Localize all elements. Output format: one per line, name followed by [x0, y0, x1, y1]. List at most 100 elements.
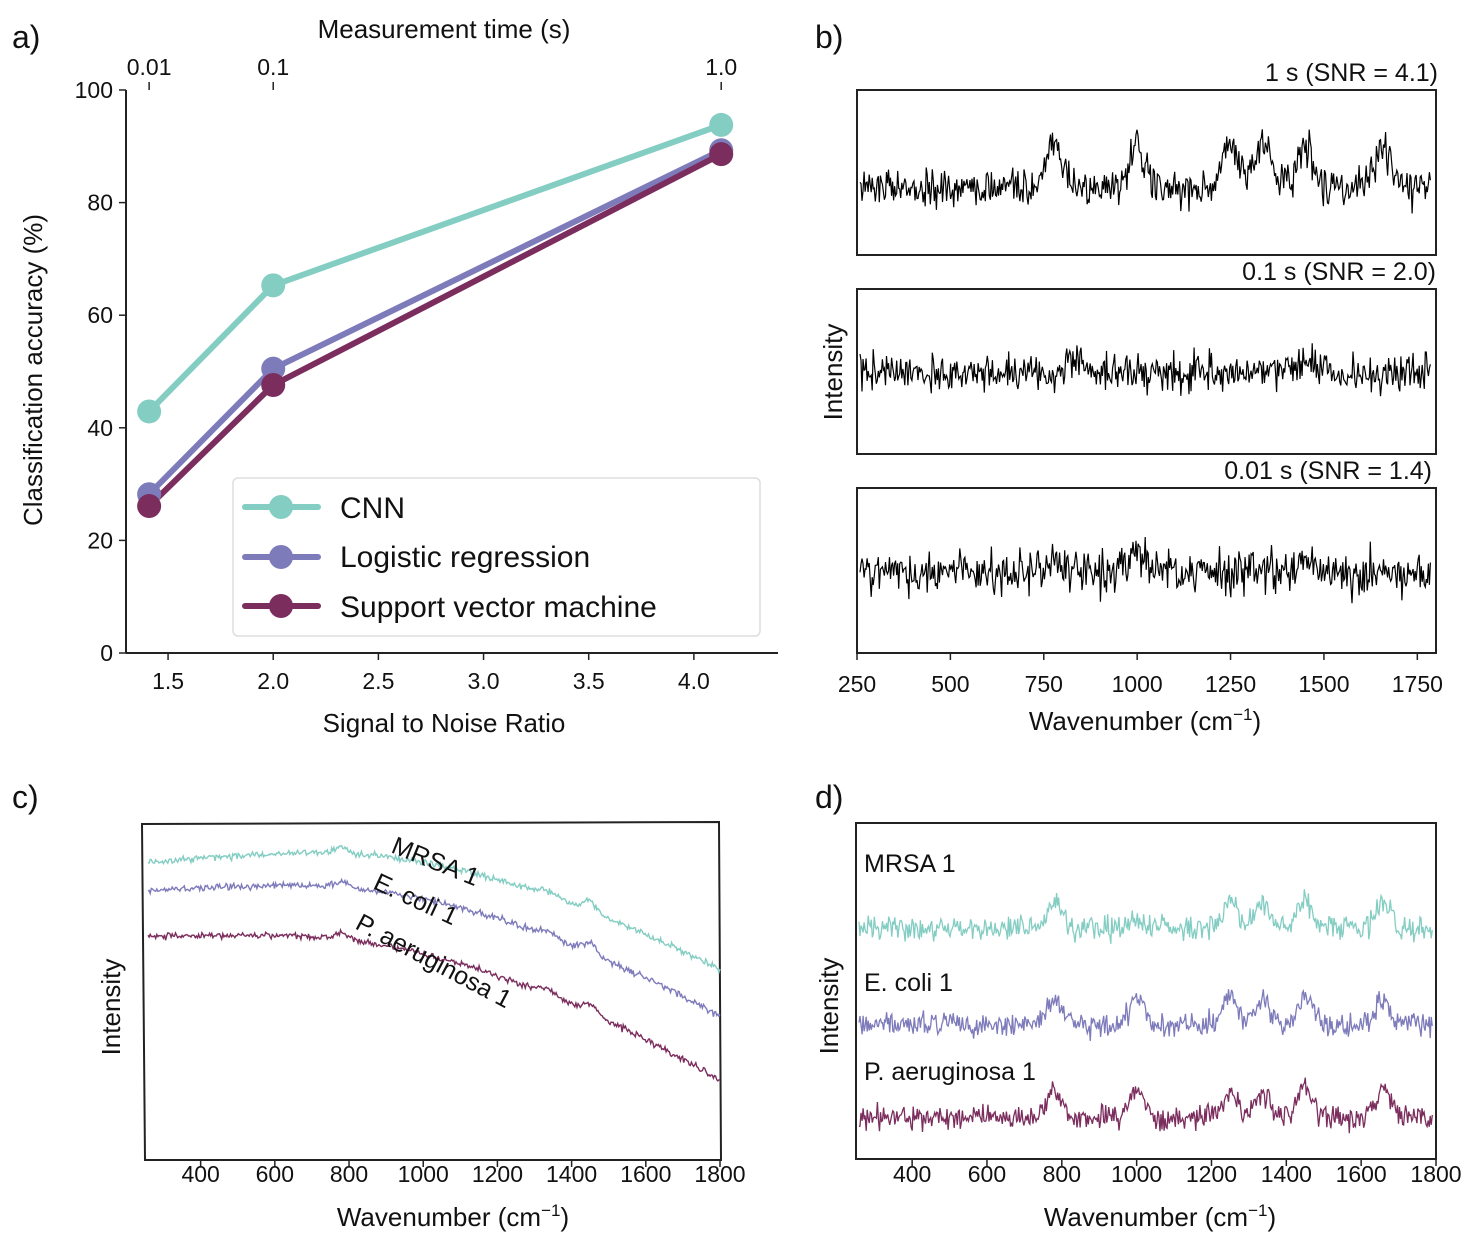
panel-a-ytick-label: 0	[100, 640, 113, 666]
panel-b-xtick-label: 1750	[1392, 671, 1443, 697]
panel-d-xtick-label: 1000	[1111, 1161, 1162, 1187]
panel-c-xlabel-sup: −1	[541, 1201, 560, 1220]
panel-d-xtick-label: 800	[1043, 1161, 1081, 1187]
panel-a-series-cnn-point	[137, 399, 162, 424]
panel-b-xtick-label: 1500	[1298, 671, 1349, 697]
panel-a-ylabel: Classification accuracy (%)	[18, 214, 48, 526]
panel-a-top-tick-label: 0.1	[257, 54, 289, 80]
panel-a-xtick-label: 2.5	[362, 668, 394, 694]
panel-a-series-svm-point	[709, 142, 734, 167]
panel-a-series-cnn-line	[146, 122, 723, 414]
legend-logistic-marker	[269, 545, 293, 569]
panel-a-xtick-label: 4.0	[678, 668, 710, 694]
panel-a-top-tick-label: 1.0	[705, 54, 737, 80]
panel-d-xlabel: Wavenumber (cm−1)	[1044, 1201, 1276, 1232]
panel-a-accuracy-chart: 1.5 2.0 2.5 3.0 3.5 4.0 0 20 40 60 80 100 0.01 0.1 1.0…	[18, 14, 778, 738]
panel-d-xlabel-main: Wavenumber (cm	[1044, 1202, 1248, 1232]
panel-c-xtick-label: 1600	[620, 1161, 671, 1187]
panel-b-subplot-3-label: 0.01 s (SNR = 1.4)	[1224, 457, 1432, 485]
panel-d-frame	[855, 822, 1437, 1160]
panel-b-xtick-label: 250	[838, 671, 876, 697]
panel-d-ticks: 400 600 800 1000 1200 1400 1600 1800	[893, 1159, 1462, 1187]
panel-a-series	[137, 112, 734, 519]
panel-d-label-ecoli: E. coli 1	[864, 969, 953, 997]
panel-c-xtick-label: 1200	[472, 1161, 523, 1187]
panel-c-traces	[147, 844, 721, 1082]
legend-cnn-marker	[269, 495, 293, 519]
panel-b-traces	[859, 129, 1431, 604]
panel-b-spectra-by-time: 1 s (SNR = 4.1) 0.1 s (SNR = 2.0) 0.01 s…	[818, 59, 1443, 736]
panel-c-xlabel: Wavenumber (cm−1)	[337, 1201, 569, 1232]
panel-a-ticks: 1.5 2.0 2.5 3.0 3.5 4.0 0 20 40 60 80 100 0.01 0.1 1.0	[75, 54, 738, 694]
panel-label-c: c)	[12, 779, 39, 815]
panel-a-ytick-label: 80	[87, 190, 113, 216]
legend-svm-marker	[269, 594, 293, 618]
panel-d-xtick-label: 1400	[1261, 1161, 1312, 1187]
panel-a-xtick-label: 3.5	[573, 668, 605, 694]
panel-d-trace-ecoli	[858, 988, 1433, 1041]
panel-c-trace-paeruginosa	[147, 927, 721, 1082]
panel-a-series-cnn-point	[261, 273, 286, 298]
panel-a-xtick-label: 1.5	[152, 668, 184, 694]
panel-b-trace-3	[859, 536, 1431, 604]
panel-b-subplot-2-label: 0.1 s (SNR = 2.0)	[1242, 258, 1436, 286]
panel-c-xlabel-close: )	[560, 1202, 569, 1232]
panel-label-a: a)	[12, 19, 40, 55]
panel-a-xtick-label: 3.0	[468, 668, 500, 694]
panel-a-axes	[125, 90, 778, 654]
panel-c-trace-mrsa	[147, 844, 721, 975]
panel-c-xtick-label: 1000	[398, 1161, 449, 1187]
panel-d-xtick-label: 600	[968, 1161, 1006, 1187]
legend-cnn-label: CNN	[340, 492, 405, 525]
panel-b-subplot-2-frame	[856, 288, 1437, 455]
panel-a-series-svm-line	[147, 151, 723, 509]
panel-b-xtick-label: 1000	[1112, 671, 1163, 697]
panel-d-trace-paeruginosa	[858, 1077, 1433, 1134]
panel-b-trace-1	[859, 129, 1431, 214]
panel-c-xtick-label: 600	[256, 1161, 294, 1187]
legend-logistic-label: Logistic regression	[340, 541, 590, 574]
panel-a-series-cnn-point	[709, 112, 734, 137]
panel-a-xtick-label: 2.0	[257, 668, 289, 694]
panel-d-trace-mrsa	[858, 889, 1433, 944]
panel-b-ylabel: Intensity	[818, 324, 848, 421]
panel-d-xtick-label: 1600	[1336, 1161, 1387, 1187]
panel-b-subplot-3-frame	[856, 487, 1437, 654]
panel-c-label-paeruginosa: P. aeruginosa 1	[351, 909, 516, 1014]
panel-a-ytick-label: 40	[87, 415, 113, 441]
panel-a-ytick-label: 60	[87, 302, 113, 328]
panel-b-xtick-label: 1250	[1205, 671, 1256, 697]
panel-c-ylabel: Intensity	[96, 959, 126, 1056]
panel-a-series-svm-point	[137, 494, 162, 519]
panel-a-ytick-label: 100	[75, 77, 113, 103]
panel-a-ytick-label: 20	[87, 527, 113, 553]
panel-c-xtick-label: 800	[330, 1161, 368, 1187]
legend-svm-label: Support vector machine	[340, 591, 657, 624]
panel-d-ylabel: Intensity	[814, 958, 844, 1055]
panel-d-label-mrsa: MRSA 1	[864, 850, 956, 878]
panel-c-xtick-label: 400	[181, 1161, 219, 1187]
panel-d-xtick-label: 400	[893, 1161, 931, 1187]
panel-a-top-xlabel: Measurement time (s)	[318, 14, 571, 44]
panel-d-processed-spectra: MRSA 1 E. coli 1 P. aeruginosa 1 400 600 8…	[814, 822, 1462, 1232]
panel-d-xtick-label: 1200	[1186, 1161, 1237, 1187]
panel-a-legend: CNN Logistic regression Support vector m…	[232, 477, 761, 637]
panel-b-xlabel-close: )	[1252, 706, 1261, 736]
panel-c-xtick-label: 1800	[694, 1161, 745, 1187]
panel-c-xlabel-main: Wavenumber (cm	[337, 1202, 541, 1232]
panel-c-trace-ecoli	[147, 877, 721, 1018]
panel-b-xlabel-sup: −1	[1233, 705, 1252, 724]
panel-d-xtick-label: 1800	[1410, 1161, 1461, 1187]
panel-d-label-paeruginosa: P. aeruginosa 1	[864, 1058, 1036, 1086]
panel-label-d: d)	[815, 779, 843, 815]
panel-label-b: b)	[815, 19, 843, 55]
panel-a-series-svm-point	[261, 373, 286, 398]
panel-b-subplot-1-label: 1 s (SNR = 4.1)	[1265, 59, 1438, 87]
panel-b-xlabel-main: Wavenumber (cm	[1029, 706, 1233, 736]
panel-a-top-tick-label: 0.01	[127, 54, 172, 80]
panel-a-xlabel: Signal to Noise Ratio	[323, 708, 566, 738]
panel-d-xlabel-sup: −1	[1248, 1201, 1267, 1220]
panel-c-ticks: 400 600 800 1000 1200 1400 1600 1800	[181, 1160, 746, 1187]
panel-b-subplot-1-frame	[856, 89, 1437, 256]
